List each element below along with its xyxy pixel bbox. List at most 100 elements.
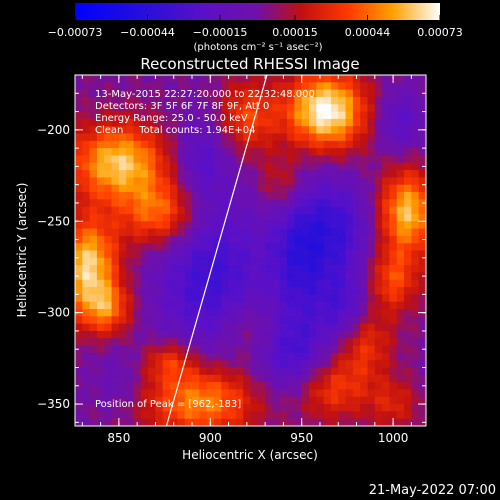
heatmap-cell [418, 192, 426, 200]
heatmap-cell [155, 82, 164, 91]
heatmap-cell [75, 389, 83, 398]
heatmap-cell [360, 170, 369, 178]
heatmap-cell [155, 411, 164, 420]
heatmap-cell [330, 184, 339, 193]
heatmap-cell [418, 243, 426, 252]
heatmap-cell [257, 243, 266, 252]
heatmap-cell [382, 411, 391, 420]
heatmap-cell [272, 411, 281, 420]
heatmap-cell [272, 199, 281, 208]
heatmap-cell [177, 404, 186, 412]
heatmap-cell [206, 250, 215, 259]
heatmap-cell [177, 221, 186, 230]
heatmap-cell [111, 75, 120, 83]
heatmap-cell [126, 345, 135, 354]
heatmap-cell [213, 89, 222, 98]
heatmap-cell [418, 287, 426, 295]
heatmap-cell [294, 330, 303, 339]
heatmap-cell [279, 235, 288, 244]
heatmap-cell [323, 411, 332, 420]
heatmap-cell [338, 323, 347, 332]
heatmap-cell [82, 126, 91, 135]
heatmap-cell [162, 111, 171, 120]
heatmap-cell [265, 316, 274, 325]
heatmap-cell [352, 265, 361, 274]
heatmap-cell [235, 133, 244, 142]
heatmap-cell [104, 345, 113, 354]
heatmap-cell [213, 104, 222, 113]
heatmap-cell [323, 177, 332, 186]
heatmap-cell [250, 360, 259, 369]
heatmap-cell [75, 367, 83, 376]
heatmap-cell [155, 404, 164, 412]
heatmap-cell [309, 309, 317, 317]
heatmap-cell [75, 374, 83, 383]
heatmap-cell [206, 294, 215, 303]
heatmap-cell [345, 360, 354, 369]
heatmap-cell [133, 82, 142, 91]
heatmap-cell [162, 389, 171, 398]
heatmap-cell [170, 338, 178, 347]
heatmap-cell [75, 184, 83, 193]
heatmap-cell [199, 96, 208, 105]
heatmap-cell [243, 330, 252, 339]
heatmap-cell [301, 418, 310, 426]
heatmap-cell [89, 118, 98, 127]
heatmap-cell [118, 287, 127, 295]
heatmap-cell [360, 367, 369, 376]
heatmap-cell [104, 89, 113, 98]
heatmap-cell [418, 257, 426, 266]
heatmap-cell [309, 352, 317, 361]
heatmap-cell [75, 177, 83, 186]
heatmap-cell [323, 82, 332, 91]
heatmap-cell [272, 265, 281, 274]
heatmap-cell [221, 257, 230, 266]
heatmap-cell [155, 206, 164, 215]
heatmap-cell [396, 235, 405, 244]
heatmap-cell [418, 396, 426, 405]
heatmap-cell [301, 257, 310, 266]
heatmap-cell [133, 250, 142, 259]
heatmap-cell [118, 294, 127, 303]
heatmap-cell [294, 404, 303, 412]
heatmap-cell [309, 133, 317, 142]
heatmap-cell [279, 309, 288, 317]
heatmap-cell [206, 404, 215, 412]
heatmap-cell [126, 118, 135, 127]
heatmap-cell [389, 389, 398, 398]
heatmap-cell [374, 257, 383, 266]
heatmap-cell [140, 382, 149, 391]
heatmap-cell [228, 404, 237, 412]
heatmap-cell [301, 184, 310, 193]
heatmap-cell [89, 177, 98, 186]
heatmap-cell [228, 140, 237, 149]
heatmap-cell [162, 155, 171, 164]
heatmap-cell [192, 404, 200, 412]
heatmap-cell [323, 309, 332, 317]
heatmap-cell [177, 192, 186, 200]
heatmap-cell [316, 323, 325, 332]
heatmap-cell [148, 287, 157, 295]
heatmap-cell [316, 96, 325, 105]
heatmap-cell [316, 243, 325, 252]
heatmap-cell [272, 250, 281, 259]
heatmap-cell [206, 111, 215, 120]
heatmap-cell [301, 162, 310, 171]
heatmap-cell [221, 411, 230, 420]
heatmap-cell [89, 360, 98, 369]
heatmap-cell [89, 243, 98, 252]
heatmap-cell [221, 389, 230, 398]
heatmap-cell [162, 118, 171, 127]
heatmap-cell [301, 221, 310, 230]
heatmap-cell [235, 309, 244, 317]
heatmap-cell [309, 82, 317, 91]
heatmap-cell [140, 411, 149, 420]
heatmap-cell [111, 374, 120, 383]
heatmap-cell [404, 199, 412, 208]
heatmap-cell [374, 287, 383, 295]
heatmap-cell [213, 360, 222, 369]
heatmap-cell [265, 309, 274, 317]
heatmap-cell [133, 243, 142, 252]
heatmap-cell [118, 111, 127, 120]
heatmap-cell [279, 96, 288, 105]
